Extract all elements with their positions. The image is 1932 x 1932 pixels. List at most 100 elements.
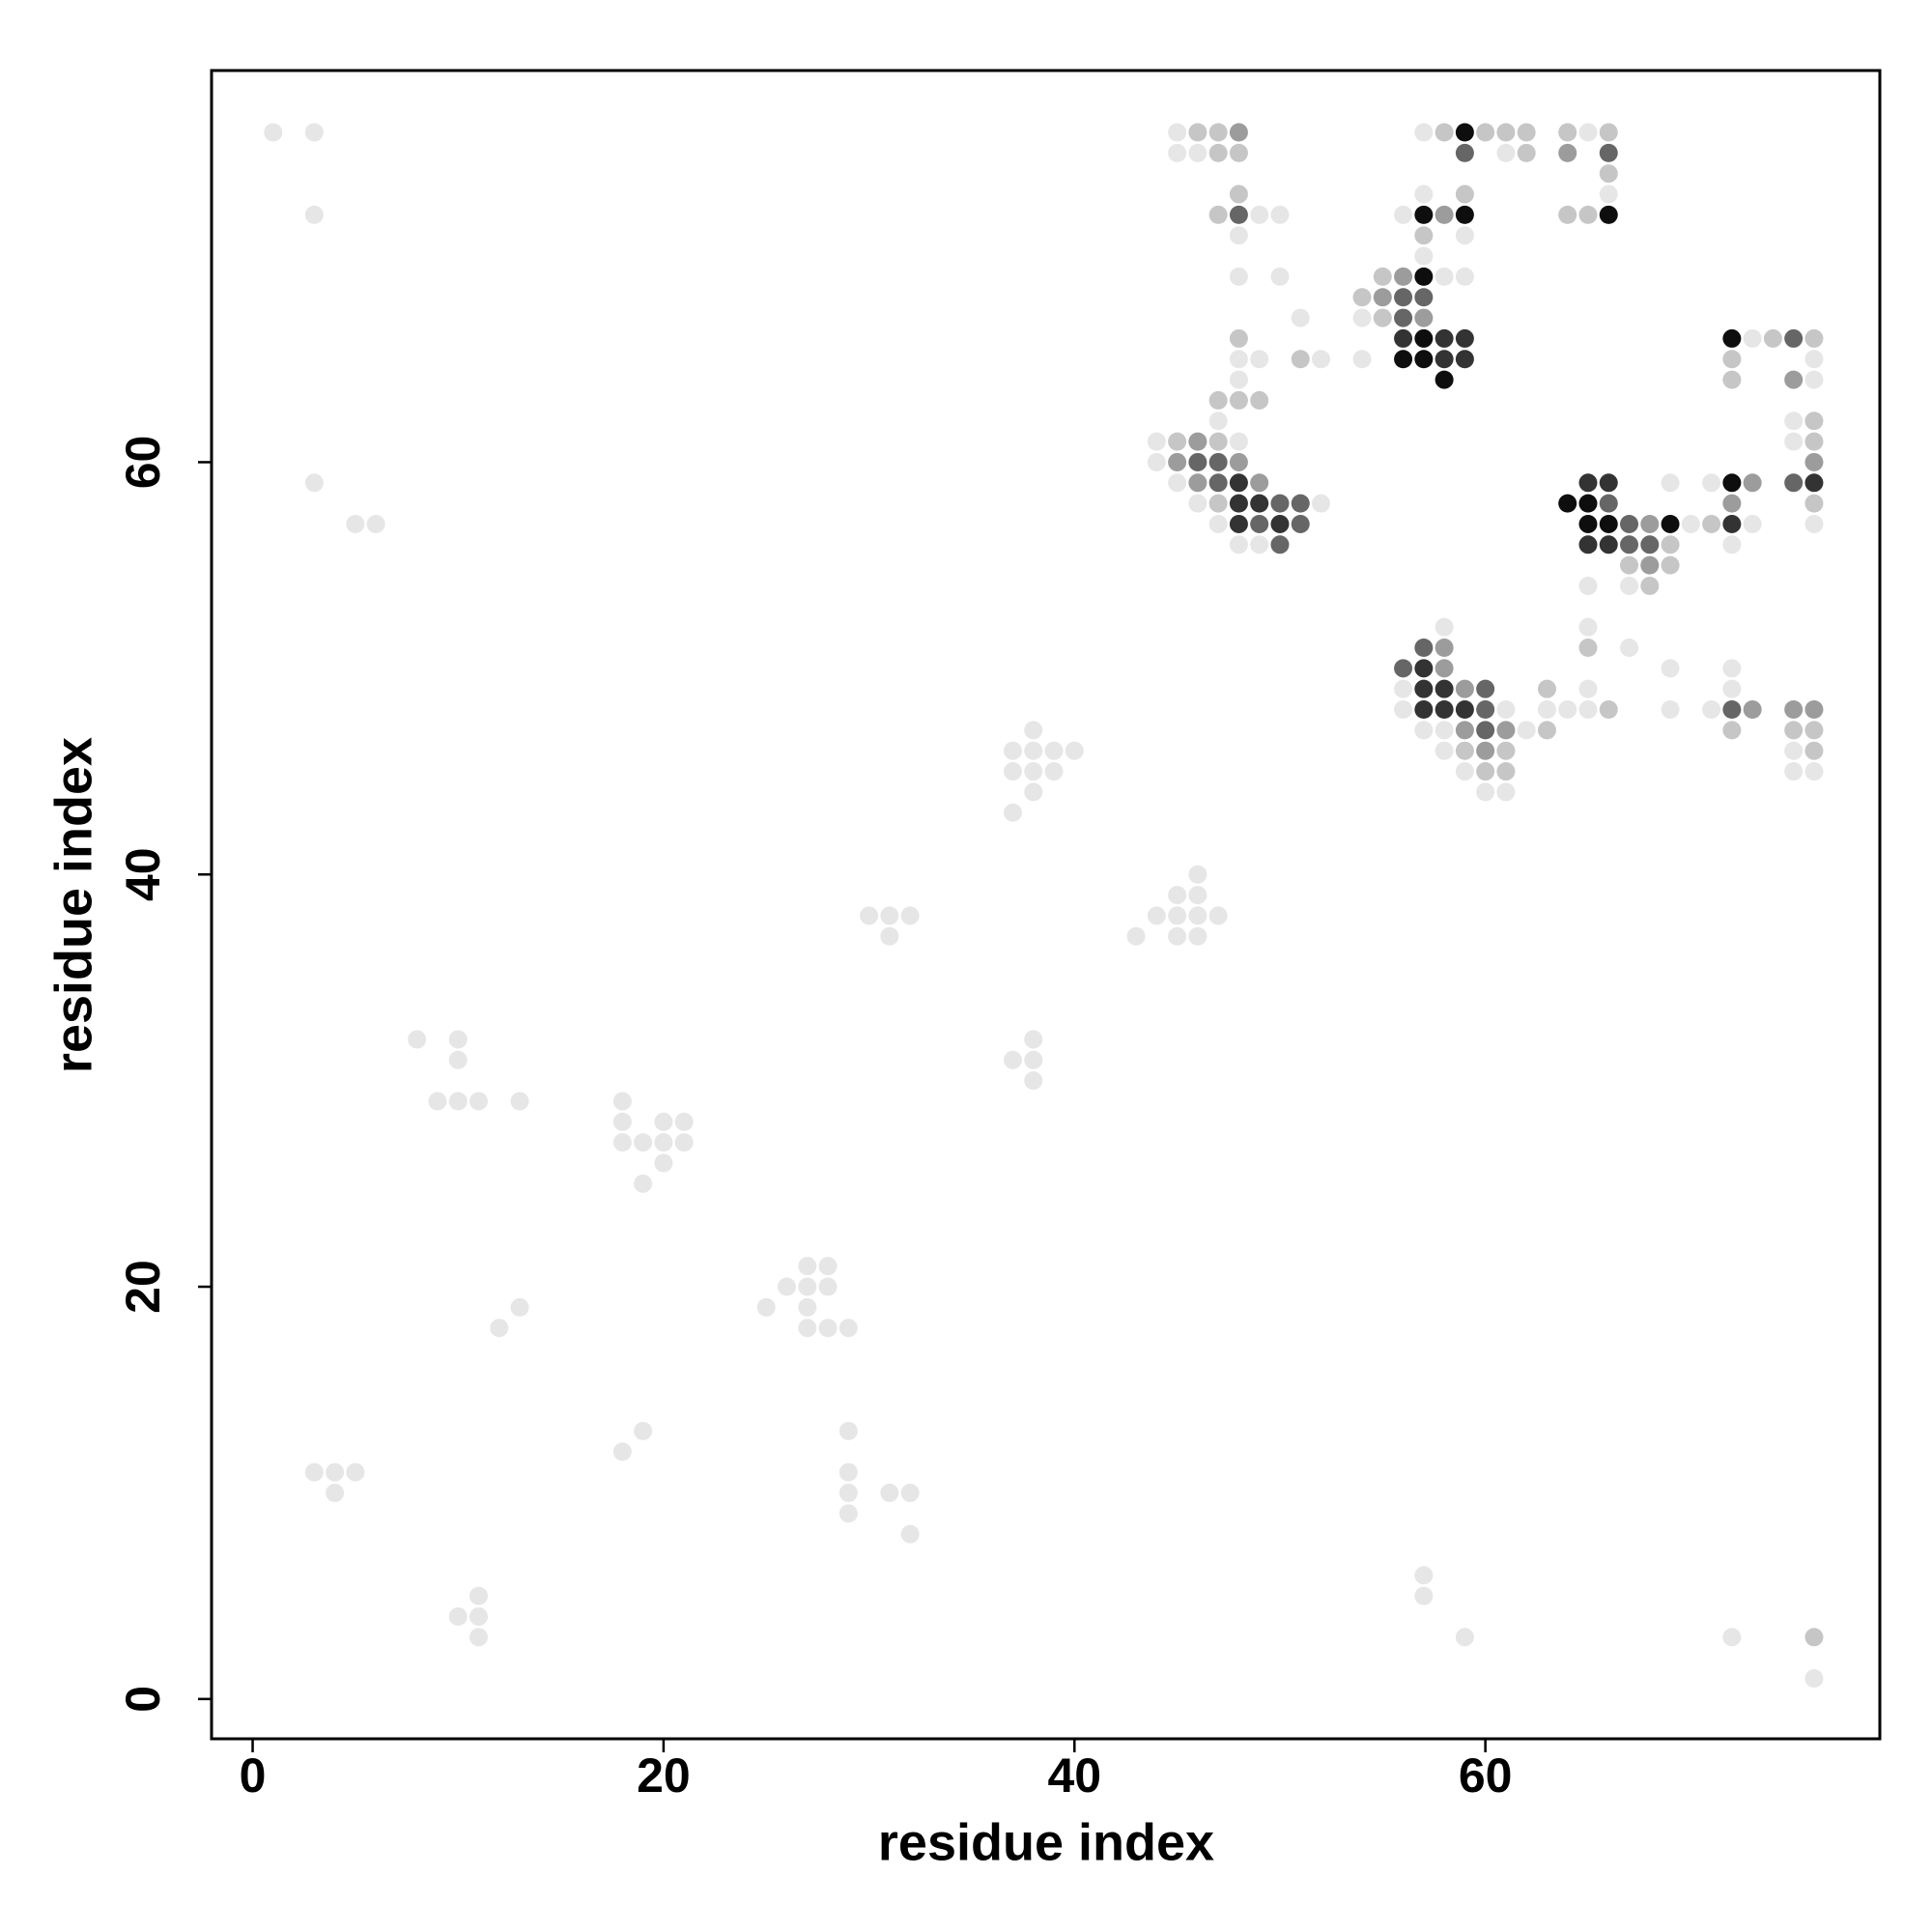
contact-point — [1414, 639, 1434, 658]
contact-point — [612, 1092, 632, 1111]
contact-point — [1291, 494, 1310, 513]
contact-point — [1229, 123, 1248, 142]
contact-point — [860, 906, 879, 925]
contact-point — [1620, 514, 1639, 533]
contact-point — [1722, 370, 1742, 389]
contact-point — [1270, 205, 1290, 224]
contact-point — [1414, 308, 1434, 327]
contact-point — [1558, 123, 1577, 142]
contact-point — [1784, 700, 1804, 720]
contact-point — [1455, 143, 1474, 162]
contact-point — [1722, 659, 1742, 678]
contact-point — [654, 1133, 673, 1152]
contact-point — [1250, 494, 1269, 513]
contact-point — [1743, 700, 1762, 720]
contact-point — [1208, 473, 1228, 493]
contact-point — [1537, 679, 1556, 698]
contact-point — [1496, 700, 1516, 720]
contact-point — [346, 1463, 365, 1482]
contact-point — [1250, 514, 1269, 533]
contact-point — [1476, 741, 1495, 760]
contact-point — [1250, 535, 1269, 554]
contact-point — [1024, 762, 1043, 781]
contact-point — [1722, 494, 1742, 513]
contact-point — [1168, 926, 1187, 946]
contact-point — [1722, 535, 1742, 554]
contact-point — [1229, 370, 1248, 389]
contact-point — [326, 1483, 345, 1502]
contact-point — [1270, 267, 1290, 286]
contact-point — [1599, 143, 1618, 162]
y-tick-label: 40 — [116, 847, 170, 901]
contact-point — [1496, 721, 1516, 740]
contact-point — [1435, 700, 1454, 720]
contact-point — [1558, 143, 1577, 162]
contact-point — [1394, 288, 1413, 307]
contact-point — [1208, 205, 1228, 224]
contact-point — [1784, 370, 1804, 389]
contact-point — [1784, 721, 1804, 740]
contact-point — [1147, 432, 1166, 451]
contact-point — [1476, 721, 1495, 740]
contact-point — [1496, 143, 1516, 162]
contact-point — [1414, 659, 1434, 678]
contact-point — [1804, 741, 1824, 760]
contact-point — [1784, 328, 1804, 348]
contact-point — [1208, 412, 1228, 431]
contact-point — [1126, 926, 1146, 946]
contact-point — [1661, 555, 1680, 575]
contact-point — [1599, 185, 1618, 204]
contact-point — [469, 1586, 488, 1605]
contact-point — [654, 1112, 673, 1131]
contact-point — [880, 906, 899, 925]
contact-point — [612, 1112, 632, 1131]
contact-point — [1455, 123, 1474, 142]
contact-point — [1229, 226, 1248, 245]
contact-point — [1599, 164, 1618, 184]
contact-point — [1208, 494, 1228, 513]
contact-point — [1599, 473, 1618, 493]
x-tick-label: 20 — [637, 1748, 691, 1803]
contact-point — [1743, 514, 1762, 533]
contact-point — [1394, 267, 1413, 286]
contact-point — [1743, 473, 1762, 493]
contact-point — [1496, 782, 1516, 802]
contact-point — [1414, 1586, 1434, 1605]
contact-point — [1270, 535, 1290, 554]
contact-point — [1394, 308, 1413, 327]
contact-point — [1661, 514, 1680, 533]
contact-point — [1763, 328, 1782, 348]
contact-point — [1168, 452, 1187, 471]
contact-point — [900, 1483, 920, 1502]
contact-point — [1496, 741, 1516, 760]
contact-point — [1188, 473, 1208, 493]
contact-point — [654, 1153, 673, 1173]
contact-point — [1804, 1668, 1824, 1688]
contact-point — [1352, 308, 1372, 327]
contact-point — [448, 1050, 468, 1069]
contact-point — [1804, 762, 1824, 781]
contact-point — [1722, 1628, 1742, 1647]
contact-point — [1578, 514, 1598, 533]
contact-point — [1455, 226, 1474, 245]
contact-point — [510, 1092, 529, 1111]
contact-point — [1578, 700, 1598, 720]
contact-point — [448, 1092, 468, 1111]
contact-point — [1476, 679, 1495, 698]
contact-point — [428, 1092, 447, 1111]
contact-point — [1229, 473, 1248, 493]
contact-point — [1578, 473, 1598, 493]
contact-point — [1188, 494, 1208, 513]
contact-point — [756, 1297, 776, 1317]
contact-point — [1435, 328, 1454, 348]
contact-point — [1455, 741, 1474, 760]
contact-point — [1496, 123, 1516, 142]
contact-point — [1311, 350, 1330, 369]
contact-point — [1476, 700, 1495, 720]
contact-point — [1722, 473, 1742, 493]
contact-point — [1599, 700, 1618, 720]
contact-point — [778, 1277, 797, 1296]
contact-point — [1024, 741, 1043, 760]
contact-point — [1722, 679, 1742, 698]
contact-point — [838, 1483, 858, 1502]
